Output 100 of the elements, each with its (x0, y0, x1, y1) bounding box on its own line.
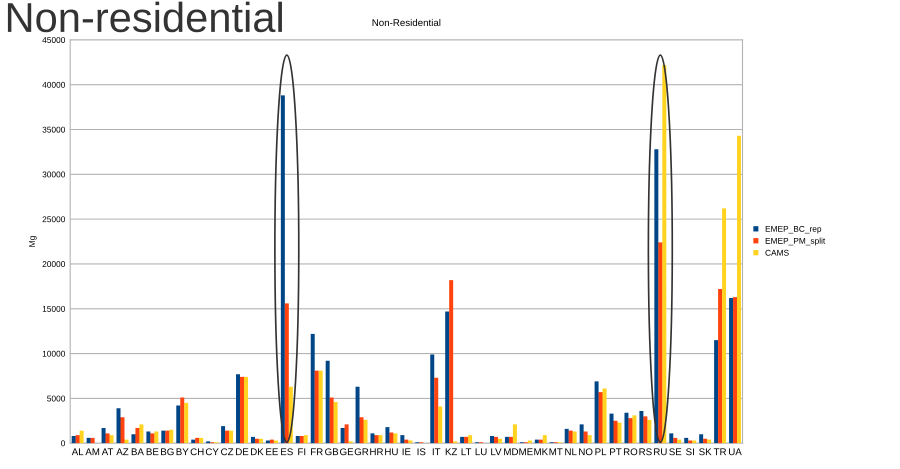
bar (662, 64, 666, 444)
bar (714, 340, 718, 444)
bar (191, 440, 196, 444)
bar (628, 418, 632, 444)
bar (468, 435, 472, 444)
bar (639, 410, 644, 444)
bar (195, 438, 200, 444)
bar (624, 412, 628, 444)
legend-label: EMEP_PM_split (766, 238, 826, 246)
x-tick-label: LU (476, 448, 487, 456)
x-tick-label: BA (132, 448, 144, 456)
x-tick-label: ME (519, 448, 533, 456)
bar (280, 95, 285, 444)
x-tick-label: GB (325, 448, 338, 456)
x-tick-label: ES (281, 448, 293, 456)
legend-label: CAMS (765, 250, 789, 256)
x-tick-label: CH (190, 448, 204, 456)
x-tick-label: AZ (116, 448, 128, 456)
bar (512, 424, 517, 444)
x-tick-label: FI (298, 448, 306, 456)
bar (340, 428, 345, 444)
bar (400, 435, 404, 444)
bar (588, 435, 592, 444)
bar (632, 415, 636, 444)
bar (150, 433, 154, 444)
bar (389, 432, 394, 444)
bar (654, 149, 658, 444)
bar (360, 417, 364, 444)
x-tick-label: LV (491, 448, 502, 456)
bar (564, 428, 569, 444)
bar (80, 430, 84, 444)
x-tick-label: AM (85, 448, 100, 456)
bar (610, 414, 614, 444)
y-tick-label: 30000 (42, 172, 66, 178)
text: Non-residential (8, 2, 282, 32)
x-tick-label: DK (250, 448, 264, 456)
x-tick-label: IE (402, 448, 411, 456)
x-tick-label: HU (385, 448, 398, 456)
bar (184, 402, 188, 444)
bar (274, 440, 278, 444)
bar (528, 440, 532, 444)
bar (684, 438, 688, 444)
bar (404, 440, 408, 444)
x-tick-label: GE (340, 448, 354, 456)
bar (707, 440, 712, 444)
bar (318, 370, 323, 444)
x-tick-label: SK (699, 448, 712, 456)
y-tick-label: 10000 (42, 350, 66, 357)
x-tick-label: RS (639, 448, 652, 456)
bar (508, 436, 513, 444)
bar (703, 438, 708, 444)
y-axis-title: Mg (29, 236, 37, 247)
x-tick-label: SE (669, 448, 682, 456)
bar (385, 427, 390, 444)
chart-title: Non-Residential (372, 18, 440, 26)
bar (344, 424, 349, 444)
bar (572, 432, 577, 444)
bar (102, 428, 106, 444)
x-tick-label: AL (72, 448, 84, 456)
bar (614, 420, 618, 444)
bar (374, 435, 378, 444)
x-tick-label: KZ (446, 448, 458, 456)
x-tick-label: IT (432, 448, 440, 456)
bar (494, 436, 498, 444)
y-tick-label: 35000 (42, 126, 66, 133)
bar (250, 436, 255, 444)
bar (673, 438, 678, 444)
bar (498, 438, 502, 444)
bar (733, 297, 738, 444)
bar (139, 424, 144, 444)
bar (110, 435, 114, 444)
bar (370, 433, 374, 444)
bar (334, 402, 338, 444)
bar (310, 334, 315, 444)
bar (131, 434, 136, 444)
bar (504, 436, 509, 444)
bar (658, 242, 662, 444)
bar (266, 440, 270, 444)
bar (106, 433, 110, 444)
x-tick-label: CZ (221, 448, 234, 456)
bar (314, 370, 319, 444)
x-tick-label: NO (579, 448, 592, 456)
bar (688, 440, 692, 444)
bar (176, 406, 180, 444)
bar (229, 430, 234, 444)
x-tick-label: BY (176, 448, 189, 456)
bar (161, 430, 166, 444)
y-tick-label: 20000 (42, 261, 66, 268)
bar (135, 428, 140, 444)
y-tick-label: 45000 (42, 37, 66, 43)
x-tick-label: EE (266, 448, 278, 456)
bar (86, 438, 91, 444)
bar (490, 436, 494, 444)
bar (284, 303, 289, 444)
bar (120, 417, 124, 444)
y-tick-label: 40000 (42, 82, 66, 88)
bar (258, 438, 263, 444)
bar (464, 436, 468, 444)
bar (438, 406, 442, 444)
y-tick-label: 0 (61, 440, 66, 446)
